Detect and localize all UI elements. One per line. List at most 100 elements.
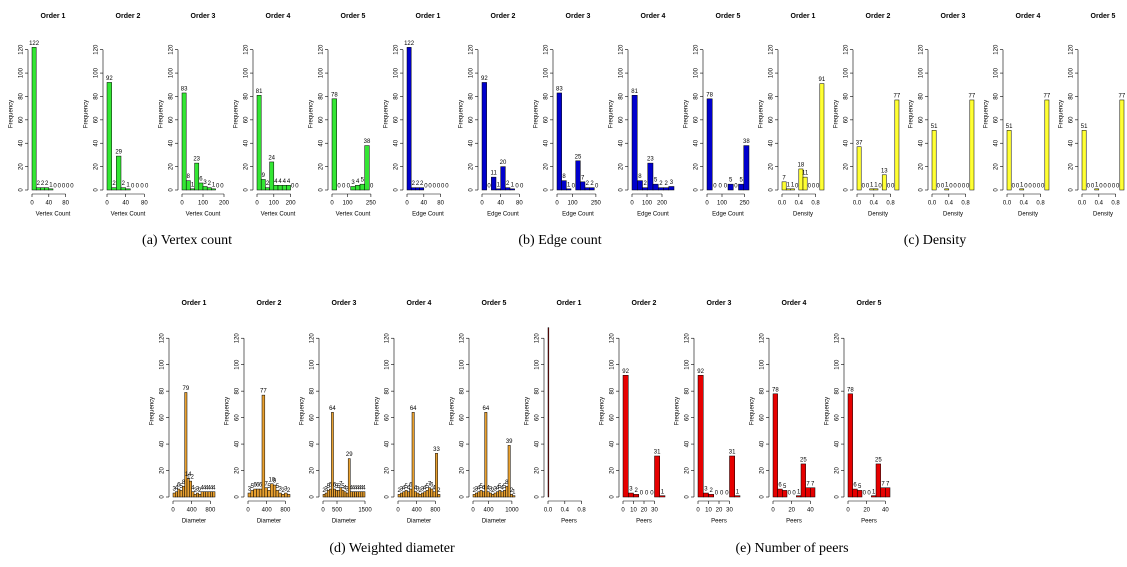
value-label: 23 <box>193 157 200 163</box>
y-tick-label: 60 <box>394 116 400 123</box>
value-label: 5 <box>503 484 507 490</box>
y-tick-label: 100 <box>235 359 241 370</box>
bar <box>512 495 516 498</box>
y-tick-label: 40 <box>769 139 775 146</box>
y-axis-label: Frequency <box>1059 100 1065 128</box>
value-label: 0 <box>1087 184 1091 190</box>
bar <box>409 488 413 498</box>
value-label: 1 <box>511 182 515 188</box>
y-tick-label: 100 <box>385 359 391 370</box>
bar <box>185 180 191 191</box>
value-label: 1 <box>497 182 501 188</box>
value-label: 6 <box>177 483 181 489</box>
value-label: 5 <box>739 178 743 184</box>
bar <box>260 179 266 191</box>
bar <box>44 187 50 191</box>
bar <box>423 491 427 498</box>
y-tick-label: 0 <box>994 188 1000 192</box>
y-tick-label: 80 <box>544 92 550 99</box>
value-label: 5 <box>335 484 339 490</box>
y-axis-label: Frequency <box>375 397 381 425</box>
bar <box>729 455 735 498</box>
bar <box>202 186 208 191</box>
y-tick-label: 40 <box>544 139 550 146</box>
value-label: 5 <box>425 484 429 490</box>
value-label: 92 <box>481 76 488 82</box>
y-tick-label: 0 <box>769 188 775 192</box>
value-label: 78 <box>706 92 713 98</box>
value-label: 0 <box>1116 184 1120 190</box>
y-tick-label: 120 <box>160 333 166 344</box>
bar <box>410 187 416 191</box>
value-label: 4 <box>432 485 436 491</box>
x-tick-label: 250 <box>591 201 602 207</box>
y-tick-label: 0 <box>619 188 625 192</box>
x-tick-label: 0 <box>405 201 409 207</box>
x-tick-label: 100 <box>568 201 579 207</box>
value-label: 0 <box>713 184 717 190</box>
value-label: 25 <box>800 458 807 464</box>
x-tick-label: 0 <box>480 201 484 207</box>
bar <box>584 187 590 191</box>
y-tick-label: 0 <box>685 495 691 499</box>
y-tick-label: 60 <box>835 414 841 421</box>
y-tick-label: 20 <box>535 467 541 474</box>
value-label: 2 <box>287 488 291 494</box>
x-axis-label: Peers <box>786 519 802 525</box>
bar <box>668 186 675 191</box>
value-label: 2 <box>709 488 713 494</box>
bar <box>637 180 643 191</box>
value-label: 5 <box>361 178 365 184</box>
bar <box>335 490 338 498</box>
x-tick-label: 0.8 <box>1036 201 1045 207</box>
value-label: 77 <box>1119 94 1126 100</box>
y-tick-label: 60 <box>535 414 541 421</box>
x-tick-label: 0.0 <box>1078 201 1087 207</box>
x-axis-label: Diameter <box>332 519 356 525</box>
bar <box>356 491 359 498</box>
value-label: 6 <box>329 483 333 489</box>
value-label: 25 <box>875 458 882 464</box>
bar <box>111 187 117 191</box>
x-tick-label: 80 <box>62 201 69 207</box>
y-tick-label: 100 <box>994 67 1000 78</box>
value-label: 0 <box>949 184 953 190</box>
y-tick-label: 0 <box>544 188 550 192</box>
x-tick-label: 500 <box>332 508 343 514</box>
bar <box>622 375 629 498</box>
y-tick-label: 80 <box>994 92 1000 99</box>
value-label: 0 <box>424 184 428 190</box>
bar <box>633 494 639 498</box>
x-axis-label: Edge Count <box>637 212 669 218</box>
bar <box>350 491 353 498</box>
value-label: 1 <box>797 489 801 495</box>
value-label: 0 <box>295 184 299 190</box>
value-label: 7 <box>339 481 343 487</box>
value-label: 7 <box>811 481 815 487</box>
value-label: 2 <box>472 488 476 494</box>
bar <box>482 491 485 498</box>
y-tick-label: 60 <box>694 116 700 123</box>
value-label: 77 <box>260 389 267 395</box>
value-label: 4 <box>482 485 486 491</box>
value-label: 122 <box>404 41 415 47</box>
x-tick-label: 400 <box>262 508 273 514</box>
value-label: 81 <box>256 89 263 95</box>
value-label: 25 <box>575 154 582 160</box>
value-label: 1 <box>945 182 949 188</box>
y-tick-label: 80 <box>19 92 25 99</box>
y-tick-label: 120 <box>994 44 1000 55</box>
value-label: 4 <box>203 485 207 491</box>
y-tick-label: 40 <box>160 440 166 447</box>
value-label: 3 <box>416 487 420 493</box>
y-axis-label: Frequency <box>525 397 531 425</box>
x-axis-label: Density <box>868 212 888 218</box>
bar <box>333 488 336 498</box>
x-tick-label: 20 <box>641 508 648 514</box>
bar <box>425 490 429 498</box>
value-label: 0 <box>1016 184 1020 190</box>
y-axis-label: Frequency <box>609 100 615 128</box>
y-tick-label: 40 <box>385 440 391 447</box>
bar <box>200 491 204 498</box>
y-tick-label: 80 <box>310 387 316 394</box>
